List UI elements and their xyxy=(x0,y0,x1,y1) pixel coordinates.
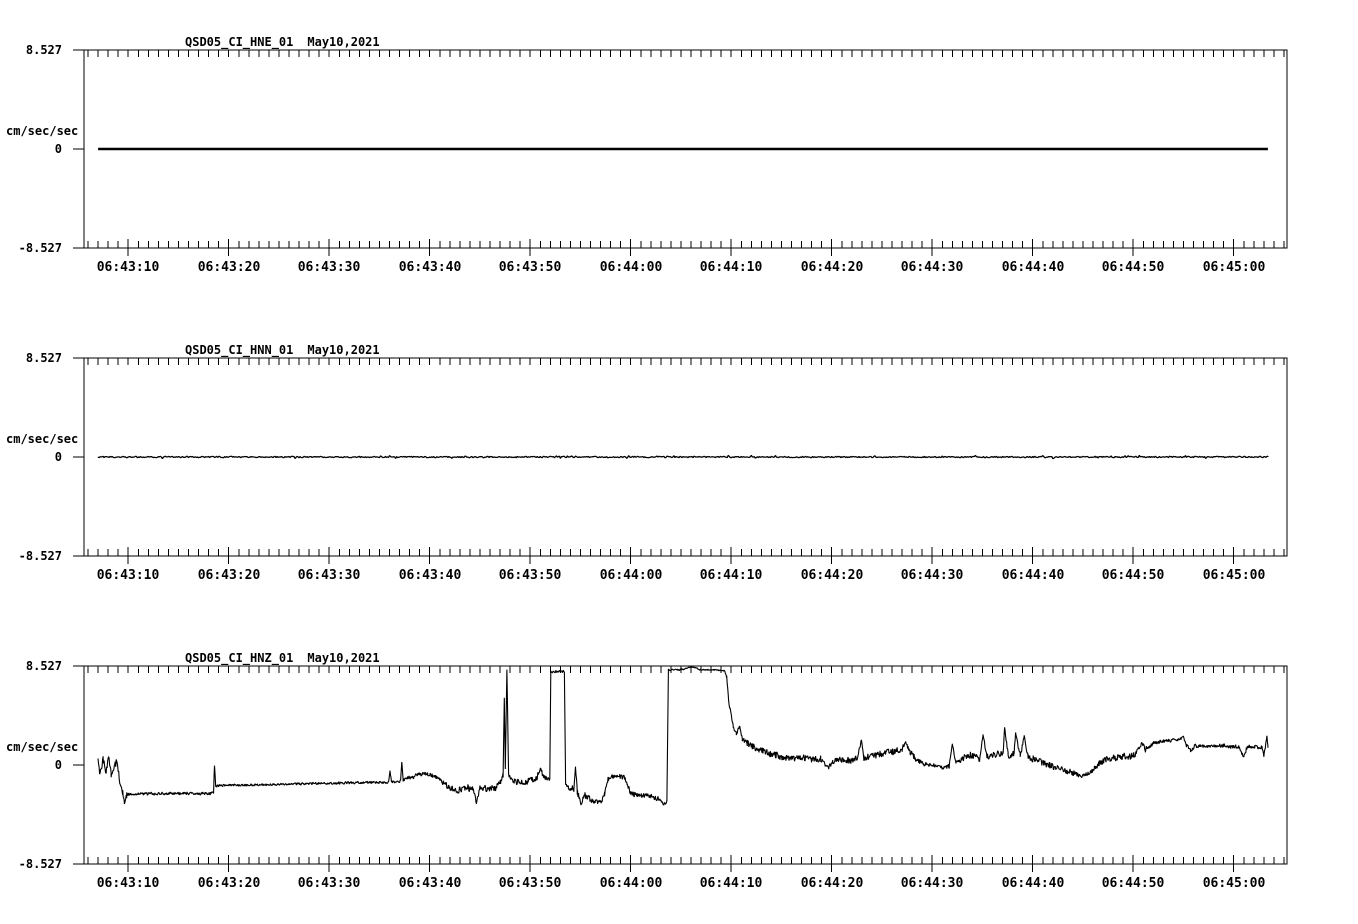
x-tick-label: 06:44:10 xyxy=(699,876,763,891)
seismic-trace xyxy=(97,454,1269,460)
x-tick-label: 06:43:20 xyxy=(197,568,261,583)
x-tick-label: 06:43:30 xyxy=(297,876,361,891)
y-min-label: -8.527 xyxy=(18,241,62,255)
y-min-label: -8.527 xyxy=(18,857,62,871)
x-tick-label: 06:44:30 xyxy=(900,260,964,275)
x-tick-label: 06:43:10 xyxy=(96,876,160,891)
x-tick-label: 06:44:40 xyxy=(1001,876,1065,891)
trace-date-label: May10,2021 xyxy=(307,35,380,49)
x-tick-label: 06:43:40 xyxy=(398,876,462,891)
seismogram-panel-hnz: QSD05_CI_HNZ_01 May10,2021 8.527 cm/sec/s… xyxy=(0,616,1358,924)
x-tick-label: 06:44:40 xyxy=(1001,260,1065,275)
x-tick-label: 06:44:10 xyxy=(699,260,763,275)
y-min-label: -8.527 xyxy=(18,549,62,563)
x-tick-label: 06:44:00 xyxy=(599,876,663,891)
y-axis-units-label: cm/sec/sec xyxy=(6,432,79,446)
x-tick-label: 06:45:00 xyxy=(1202,260,1266,275)
seismogram-panel-hne: QSD05_CI_HNE_01 May10,2021 8.527 cm/sec/s… xyxy=(0,0,1358,308)
trace-date-label: May10,2021 xyxy=(307,343,380,357)
x-tick-label: 06:43:50 xyxy=(498,876,562,891)
y-max-label: 8.527 xyxy=(25,351,62,365)
x-tick-label: 06:43:50 xyxy=(498,568,562,583)
plot-frame xyxy=(73,49,1288,256)
plot-frame xyxy=(73,357,1288,564)
x-tick-label: 06:44:50 xyxy=(1101,876,1165,891)
x-tick-label: 06:44:00 xyxy=(599,568,663,583)
waveform-plot-hnz xyxy=(73,665,1288,872)
x-tick-label: 06:45:00 xyxy=(1202,568,1266,583)
seismogram-panel-hnn: QSD05_CI_HNN_01 May10,2021 8.527 cm/sec/s… xyxy=(0,308,1358,616)
x-tick-label: 06:43:20 xyxy=(197,876,261,891)
y-max-label: 8.527 xyxy=(25,43,62,57)
y-zero-label: 0 xyxy=(54,758,62,772)
trace-channel-label: QSD05_CI_HNE_01 xyxy=(185,35,294,49)
waveform-plot-hnn xyxy=(73,357,1288,564)
x-tick-label: 06:43:20 xyxy=(197,260,261,275)
x-tick-label: 06:45:00 xyxy=(1202,876,1266,891)
x-tick-label: 06:44:30 xyxy=(900,568,964,583)
x-tick-label: 06:44:00 xyxy=(599,260,663,275)
x-tick-label: 06:44:10 xyxy=(699,568,763,583)
x-tick-label: 06:43:50 xyxy=(498,260,562,275)
x-tick-label: 06:44:20 xyxy=(800,568,864,583)
y-max-label: 8.527 xyxy=(25,659,62,673)
x-tick-label: 06:43:10 xyxy=(96,568,160,583)
x-tick-label: 06:43:40 xyxy=(398,568,462,583)
x-tick-label: 06:43:30 xyxy=(297,260,361,275)
waveform-plot-hne xyxy=(73,49,1288,256)
y-zero-label: 0 xyxy=(54,142,62,156)
x-axis-labels: 06:43:10 06:43:20 06:43:30 06:43:40 06:43:50… xyxy=(0,568,1358,584)
x-tick-label: 06:44:40 xyxy=(1001,568,1065,583)
y-axis-units-label: cm/sec/sec xyxy=(6,124,79,138)
trace-title: QSD05_CI_HNE_01 May10,2021 xyxy=(185,35,380,49)
trace-channel-label: QSD05_CI_HNN_01 xyxy=(185,343,294,357)
trace-title: QSD05_CI_HNN_01 May10,2021 xyxy=(185,343,380,357)
x-tick-label: 06:44:20 xyxy=(800,876,864,891)
x-tick-label: 06:44:50 xyxy=(1101,260,1165,275)
x-tick-label: 06:43:10 xyxy=(96,260,160,275)
y-axis-units-label: cm/sec/sec xyxy=(6,740,79,754)
x-tick-label: 06:44:30 xyxy=(900,876,964,891)
plot-frame xyxy=(73,665,1288,872)
x-axis-labels: 06:43:10 06:43:20 06:43:30 06:43:40 06:43:50… xyxy=(0,876,1358,892)
x-tick-label: 06:43:30 xyxy=(297,568,361,583)
x-tick-label: 06:44:20 xyxy=(800,260,864,275)
seismic-trace xyxy=(97,666,1269,806)
trace-title: QSD05_CI_HNZ_01 May10,2021 xyxy=(185,651,380,665)
x-axis-labels: 06:43:10 06:43:20 06:43:30 06:43:40 06:43:50… xyxy=(0,260,1358,276)
x-tick-label: 06:43:40 xyxy=(398,260,462,275)
trace-date-label: May10,2021 xyxy=(307,651,380,665)
trace-channel-label: QSD05_CI_HNZ_01 xyxy=(185,651,294,665)
y-zero-label: 0 xyxy=(54,450,62,464)
x-tick-label: 06:44:50 xyxy=(1101,568,1165,583)
